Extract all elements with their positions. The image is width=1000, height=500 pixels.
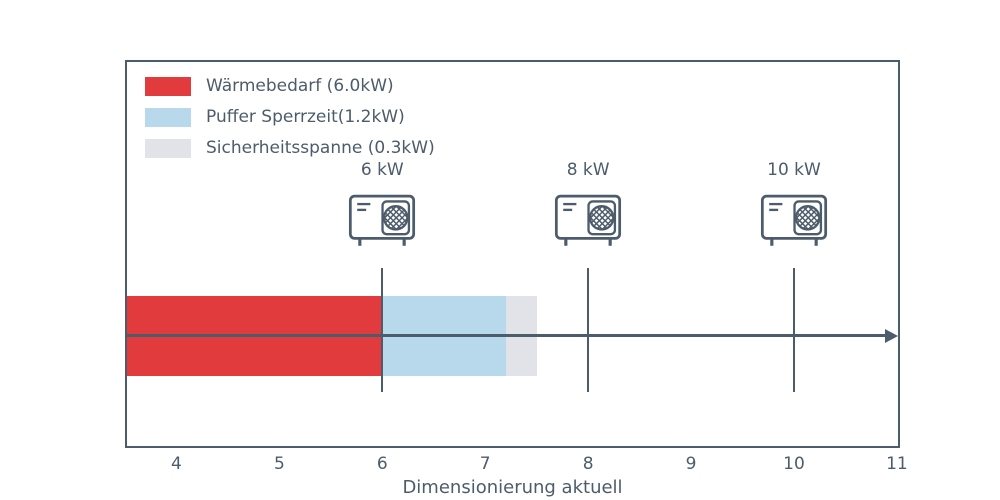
x-tick-label: 9 xyxy=(685,454,697,474)
x-tick-label: 7 xyxy=(479,454,491,474)
legend-swatch xyxy=(145,76,191,96)
axis-arrow-head xyxy=(885,329,898,343)
x-tick-label: 8 xyxy=(582,454,594,474)
heat-pump-icon xyxy=(554,193,622,250)
pump-marker-line xyxy=(792,268,795,392)
x-axis-label: Dimensionierung aktuell xyxy=(402,477,623,498)
legend-label: Sicherheitsspanne (0.3kW) xyxy=(206,138,435,158)
plot-area: Wärmebedarf (6.0kW) Puffer Sperrzeit(1.2k… xyxy=(125,60,900,448)
x-tick-label: 6 xyxy=(376,454,388,474)
x-tick-label: 10 xyxy=(783,454,805,474)
legend-label: Puffer Sperrzeit(1.2kW) xyxy=(206,107,405,127)
legend-swatch xyxy=(145,107,191,127)
legend: Wärmebedarf (6.0kW) Puffer Sperrzeit(1.2k… xyxy=(145,76,435,169)
x-tick-label: 5 xyxy=(273,454,285,474)
pump-size-label: 6 kW xyxy=(360,160,404,180)
x-tick-label: 4 xyxy=(171,454,182,474)
legend-item: Sicherheitsspanne (0.3kW) xyxy=(145,138,435,158)
legend-item: Puffer Sperrzeit(1.2kW) xyxy=(145,107,435,127)
axis-arrow-line xyxy=(125,334,886,337)
pump-marker-line xyxy=(587,268,590,392)
legend-swatch xyxy=(145,138,191,158)
pump-marker-line xyxy=(381,268,384,392)
heat-pump-icon xyxy=(760,193,828,250)
legend-item: Wärmebedarf (6.0kW) xyxy=(145,76,435,96)
heat-pump-icon xyxy=(348,193,416,250)
pump-size-label: 8 kW xyxy=(566,160,610,180)
legend-label: Wärmebedarf (6.0kW) xyxy=(206,76,394,96)
pump-size-label: 10 kW xyxy=(767,160,821,180)
x-tick-label: 11 xyxy=(886,454,908,474)
